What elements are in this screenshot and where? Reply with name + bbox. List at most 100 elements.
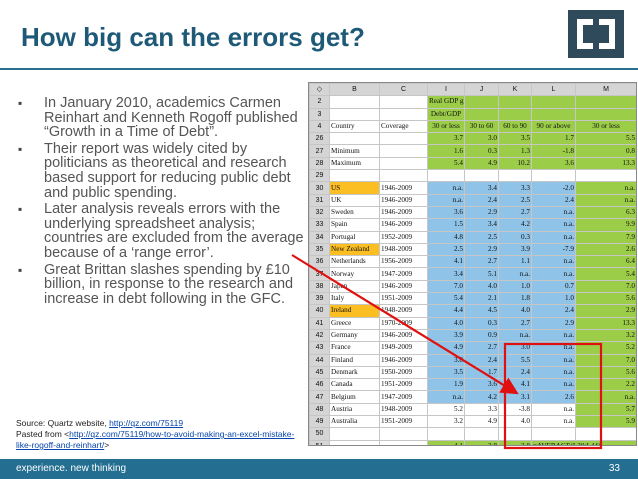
spreadsheet-cell: n.a. [531, 353, 576, 367]
spreadsheet-cell: 2.7 [464, 341, 499, 355]
row-number: 4 [309, 119, 330, 134]
spreadsheet-cell: 5.2 [427, 402, 465, 417]
header-row: 4 Country Coverage 30 or less 30 to 60 60 to … [309, 119, 636, 134]
spreadsheet-cell: 1948-2009 [379, 402, 428, 417]
spreadsheet-cell: 4.1 [498, 378, 532, 392]
row-number: 32 [309, 205, 330, 220]
spreadsheet-cell: 3.9 [498, 242, 532, 257]
row-number: 37 [309, 267, 330, 281]
country-cell: Norway [329, 267, 380, 281]
header-row: 2 Real GDP growth [309, 95, 636, 109]
spreadsheet-cell: n.a. [498, 328, 532, 343]
spreadsheet-cell [464, 169, 499, 183]
spreadsheet-cell: 2.4 [464, 353, 499, 367]
spreadsheet-cell: 2.9 [531, 316, 576, 330]
spreadsheet-cell [379, 427, 428, 441]
spreadsheet-cell [464, 107, 499, 121]
spreadsheet-cell: 3.0 [464, 132, 499, 146]
row-number: 26 [309, 132, 330, 146]
spreadsheet-cell: 4.1 [427, 439, 465, 445]
spreadsheet-cell: 5.4 [575, 267, 636, 281]
spreadsheet-cell: 1946-2009 [379, 193, 428, 207]
country-cell: Portugal [329, 230, 380, 244]
row-number: 47 [309, 390, 330, 404]
column-header: M [575, 83, 636, 97]
column-header: ◇ [309, 83, 330, 97]
spreadsheet-cell: 2.9 [464, 205, 499, 220]
country-row: 39 Italy 1951-2009 5.4 2.1 1.8 1.0 5.6 [309, 292, 636, 306]
row-number: 50 [309, 427, 330, 441]
spreadsheet-cell: 0.3 [498, 230, 532, 244]
bullet-icon: ▪ [18, 202, 23, 217]
country-cell: Netherlands [329, 255, 380, 269]
country-row: 30 US 1946-2009 n.a. 3.4 3.3 -2.0 n.a. [309, 181, 636, 195]
spreadsheet-cell: 4.2 [498, 218, 532, 232]
spreadsheet-cell: 1.5 [427, 218, 465, 232]
spreadsheet-cell: 2.4 [531, 193, 576, 207]
column-header: J [464, 83, 499, 97]
bullet-item: ▪ Their report was widely cited by politi… [18, 140, 291, 201]
country-cell: Italy [329, 292, 380, 306]
spreadsheet-cell: -1.8 [531, 144, 576, 158]
country-cell: Germany [329, 328, 380, 343]
country-cell: Sweden [329, 205, 380, 220]
row-number: 35 [309, 242, 330, 257]
source-link-quartz[interactable]: http://qz.com/75119 [109, 418, 184, 428]
spreadsheet-cell: 0.3 [464, 316, 499, 330]
spreadsheet-cell: 4.9 [427, 341, 465, 355]
spreadsheet-cell: n.a. [531, 267, 576, 281]
country-row: 38 Japan 1946-2009 7.0 4.0 1.0 0.7 7.0 [309, 279, 636, 294]
spreadsheet-cell: Real GDP growth [427, 95, 465, 109]
country-row: 43 France 1949-2009 4.9 2.7 3.0 n.a. 5.2 [309, 341, 636, 355]
spreadsheet-cell: 2.4 [531, 304, 576, 318]
spreadsheet-cell: 0.9 [464, 328, 499, 343]
row-number: 41 [309, 316, 330, 330]
spreadsheet-cell: 1946-2009 [379, 205, 428, 220]
spreadsheet-cell: 1946-2009 [379, 353, 428, 367]
spreadsheet-cell: 3.4 [464, 218, 499, 232]
stat-row: 29 [309, 169, 636, 183]
column-header-row: ◇ B C I J K L M [309, 83, 636, 97]
source-link-article[interactable]: http://qz.com/75119/how-to-avoid-making-… [16, 429, 295, 450]
row-number: 48 [309, 402, 330, 417]
spreadsheet-cell: 6.4 [575, 255, 636, 269]
spreadsheet-cell: 3.5 [498, 132, 532, 146]
country-row: 40 Ireland 1948-2009 4.4 4.5 4.0 2.4 2.9 [309, 304, 636, 318]
country-row: 33 Spain 1946-2009 1.5 3.4 4.2 n.a. 9.9 [309, 218, 636, 232]
spreadsheet-cell: 1950-2009 [379, 365, 428, 380]
spreadsheet-cell: 1.7 [464, 365, 499, 380]
spreadsheet-cell: -3.8 [498, 402, 532, 417]
spreadsheet-cell: 1.3 [498, 144, 532, 158]
spreadsheet-cell: n.a. [531, 205, 576, 220]
country-row: 49 Australia 1951-2009 3.2 4.9 4.0 n.a. 5.9 [309, 415, 636, 429]
spreadsheet-cell: 2.8 [464, 439, 499, 445]
bullet-icon: ▪ [18, 262, 23, 277]
spreadsheet-cell: 3.9 [427, 328, 465, 343]
spreadsheet-cell: 0.8 [575, 144, 636, 158]
row-number: 28 [309, 156, 330, 171]
spreadsheet-cell: 30 or less [427, 119, 465, 134]
column-header: K [498, 83, 532, 97]
spreadsheet-cell [531, 95, 576, 109]
spreadsheet-cell: 3.4 [464, 181, 499, 195]
country-row: 44 Finland 1946-2009 3.8 2.4 5.5 n.a. 7.0 [309, 353, 636, 367]
spreadsheet-cell: 3.2 [427, 415, 465, 429]
spreadsheet-cell: -7.9 [531, 242, 576, 257]
spreadsheet-cell: 4.0 [464, 279, 499, 294]
spreadsheet-cell: 1.9 [427, 378, 465, 392]
country-cell: Denmark [329, 365, 380, 380]
stat-row: 27 Minimum 1.6 0.3 1.3 -1.8 0.8 [309, 144, 636, 158]
spreadsheet-cell: 4.8 [427, 230, 465, 244]
spreadsheet-cell: -2.0 [531, 181, 576, 195]
spreadsheet-cell: 1951-2009 [379, 415, 428, 429]
bullet-item: ▪ Great Brittan slashes spending by £10 b… [18, 261, 294, 307]
spreadsheet-cell: Coverage [379, 119, 428, 134]
row-number: 44 [309, 353, 330, 367]
spreadsheet-cell: 90 or above [531, 119, 576, 134]
spreadsheet-cell: 2.1 [464, 292, 499, 306]
country-cell: Australia [329, 415, 380, 429]
spreadsheet-cell: 4.2 [464, 390, 499, 404]
page-number: 33 [608, 463, 620, 474]
spreadsheet-cell: 4.9 [464, 156, 499, 171]
source-note: Source: Quartz website, http://qz.com/75… [16, 418, 295, 450]
